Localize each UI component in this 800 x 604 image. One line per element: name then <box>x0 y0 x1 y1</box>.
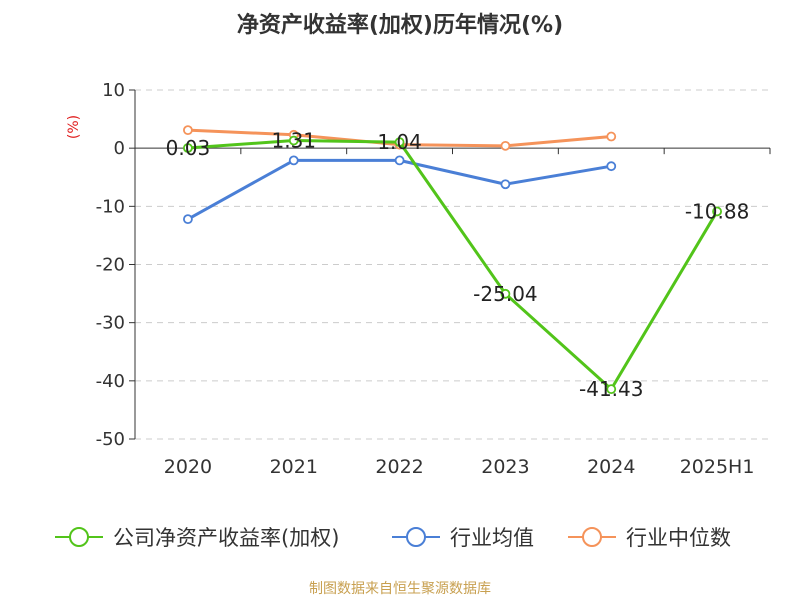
y-tick-label: -40 <box>96 371 125 392</box>
data-label: -10.88 <box>685 199 749 223</box>
legend-label: 行业中位数 <box>626 526 731 550</box>
series-0: 0.03 1.31 1.04 -25.04 -41.43 -10.88 <box>166 129 750 402</box>
legend-item-2: 行业中位数 <box>568 526 731 550</box>
x-tick-label: 2024 <box>587 456 635 478</box>
grid-lines <box>135 89 770 440</box>
legend-marker <box>406 527 426 547</box>
legend-marker <box>69 527 89 547</box>
legend-item-1: 行业均值 <box>392 526 534 550</box>
series-1 <box>183 155 617 225</box>
y-tick-label: -30 <box>96 313 125 334</box>
data-label: -25.04 <box>473 282 537 306</box>
chart-title: 净资产收益率(加权)历年情况(%) <box>237 12 563 38</box>
legend-label: 公司净资产收益率(加权) <box>113 526 339 550</box>
y-tick-label: -20 <box>96 255 125 276</box>
series-group: 0.03 1.31 1.04 -25.04 -41.43 -10.88 <box>166 125 750 402</box>
data-point <box>606 384 617 395</box>
y-tick-label: 10 <box>102 80 125 101</box>
x-tick-label: 2023 <box>481 456 529 478</box>
data-label: 1.04 <box>377 130 422 154</box>
data-point <box>606 131 617 142</box>
y-tick-label: -50 <box>96 429 125 450</box>
data-point <box>712 206 722 217</box>
series-line <box>187 158 612 221</box>
legend-label: 行业均值 <box>450 526 534 550</box>
data-point <box>394 155 405 166</box>
data-point <box>500 288 511 299</box>
x-tick-label: 2020 <box>164 456 212 478</box>
x-tick-label: 2021 <box>270 456 318 478</box>
x-tick-label: 2022 <box>375 456 423 478</box>
data-label: 0.03 <box>166 136 211 160</box>
series-line <box>187 139 719 391</box>
source-footnote: 制图数据来自恒生聚源数据库 <box>309 581 491 597</box>
data-point <box>183 214 193 225</box>
data-point <box>183 143 193 153</box>
y-tick-label: 0 <box>114 138 125 159</box>
legend-item-0: 公司净资产收益率(加权) <box>55 526 339 550</box>
x-tick-label: 2025H1 <box>680 456 755 478</box>
data-point <box>606 161 617 172</box>
data-point <box>500 140 511 151</box>
data-label: -41.43 <box>579 377 643 401</box>
legend-marker <box>582 527 602 547</box>
data-point <box>288 135 299 146</box>
data-label: 1.31 <box>271 129 316 153</box>
y-axis-label: (%) <box>66 115 82 139</box>
data-point <box>183 125 193 136</box>
legend: 公司净资产收益率(加权) 行业均值 行业中位数 <box>55 526 731 550</box>
y-tick-label: -10 <box>96 196 125 217</box>
axes: 10 0 -10 -20 -30 -40 -50 2020 2021 2022 2023 2024 20… <box>96 80 771 478</box>
data-point <box>394 137 405 148</box>
data-point <box>500 179 511 190</box>
data-point <box>288 155 299 166</box>
